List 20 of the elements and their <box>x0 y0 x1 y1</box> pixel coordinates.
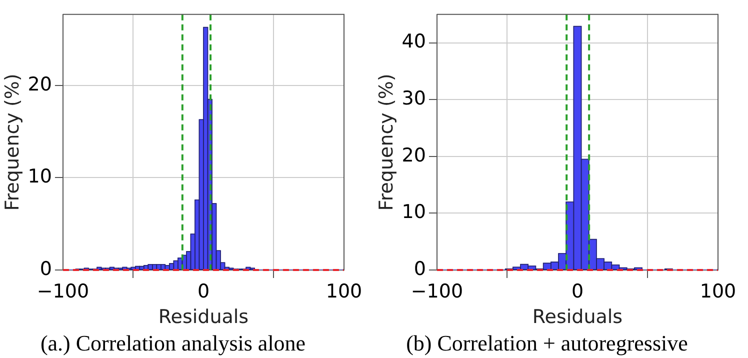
x-axis-title: Residuals <box>158 306 249 328</box>
x-tick-label: −100 <box>410 280 464 302</box>
y-tick-label: 40 <box>402 30 426 53</box>
x-tick-label: 0 <box>197 280 210 302</box>
x-axis-title: Residuals <box>532 306 623 328</box>
text: (b) Correlation + autoregressive <box>406 330 688 356</box>
y-tick-label: 30 <box>402 88 426 110</box>
y-tick-label: 0 <box>414 258 426 280</box>
text: (a.) Correlation analysis alone <box>40 330 306 356</box>
y-tick-label: 10 <box>402 201 426 224</box>
x-tick-label: 100 <box>700 280 736 302</box>
y-axis-title: Frequency (%) <box>1 74 24 211</box>
x-tick-label: −100 <box>36 280 90 302</box>
y-tick-label: 0 <box>40 258 52 280</box>
y-axis-title: Frequency (%) <box>375 74 398 211</box>
y-tick-label: 10 <box>28 166 52 188</box>
y-tick-label: 20 <box>28 73 52 96</box>
x-tick-label: 0 <box>571 280 584 302</box>
x-tick-label: 100 <box>326 280 362 302</box>
y-tick-label: 20 <box>402 144 426 166</box>
